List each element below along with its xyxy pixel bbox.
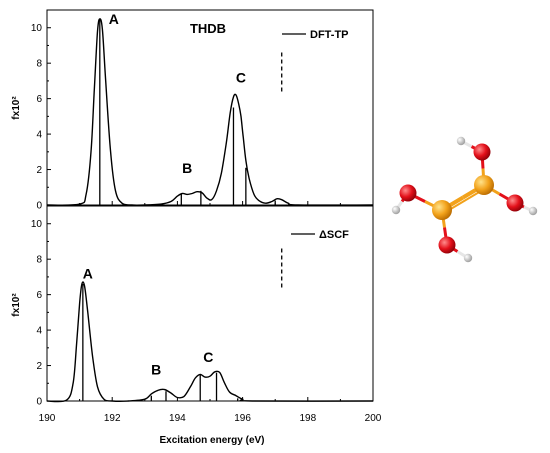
y-tick-label: 0 [36, 397, 42, 408]
chart-title: THDB [190, 21, 226, 36]
peak-label-a: A [109, 11, 119, 27]
x-tick-label: 196 [234, 413, 251, 424]
peak-label-a: A [83, 266, 93, 282]
x-tick-label: 200 [365, 413, 382, 424]
atom-o [473, 143, 491, 161]
y-tick-label: 4 [36, 130, 42, 141]
y-tick-label: 6 [36, 94, 42, 105]
legend-label-delta-scf: ΔSCF [319, 229, 349, 241]
x-tick-label: 194 [169, 413, 186, 424]
atom-h [528, 206, 538, 216]
thdb-molecule-model [391, 136, 538, 263]
y-tick-label: 8 [36, 59, 42, 70]
y-axis-label-bottom: fx10² [11, 293, 22, 317]
y-tick-label: 10 [31, 219, 43, 230]
peak-label-c: C [203, 349, 213, 365]
y-tick-label: 6 [36, 290, 42, 301]
atom-o [506, 194, 524, 212]
molecule-atoms [391, 136, 538, 263]
atom-h [391, 205, 401, 215]
y-tick-label: 4 [36, 326, 42, 337]
x-tick-label: 192 [104, 413, 121, 424]
x-tick-label: 198 [299, 413, 316, 424]
x-tick-label: 190 [39, 413, 56, 424]
x-axis-label: Excitation energy (eV) [159, 435, 264, 446]
peak-label-b: B [151, 361, 161, 377]
atom-h [463, 253, 473, 263]
y-tick-label: 10 [31, 23, 43, 34]
panel-delta-scf: 0 2 4 6 8 10 190 192 194 196 198 200 A B C ΔSCF fx10… [11, 205, 382, 446]
y-axis-label-top: fx10² [11, 96, 22, 120]
peak-label-b: B [182, 160, 192, 176]
atom-b [474, 175, 494, 195]
atom-b [432, 200, 452, 220]
spectrum-curve-bottom [46, 281, 374, 403]
atom-o [438, 236, 456, 254]
peak-label-c: C [236, 70, 246, 86]
y-tick-label: 0 [36, 201, 42, 212]
spectrum-curve-top [46, 18, 374, 206]
atom-h [456, 136, 466, 146]
y-tick-label: 8 [36, 255, 42, 266]
legend-label-dft-tp: DFT-TP [310, 29, 349, 41]
y-tick-label: 2 [36, 165, 42, 176]
y-tick-label: 2 [36, 361, 42, 372]
panel-dft-tp: 0 2 4 6 8 10 A B C THDB DFT-TP fx10² [11, 9, 374, 212]
atom-o [399, 184, 417, 202]
